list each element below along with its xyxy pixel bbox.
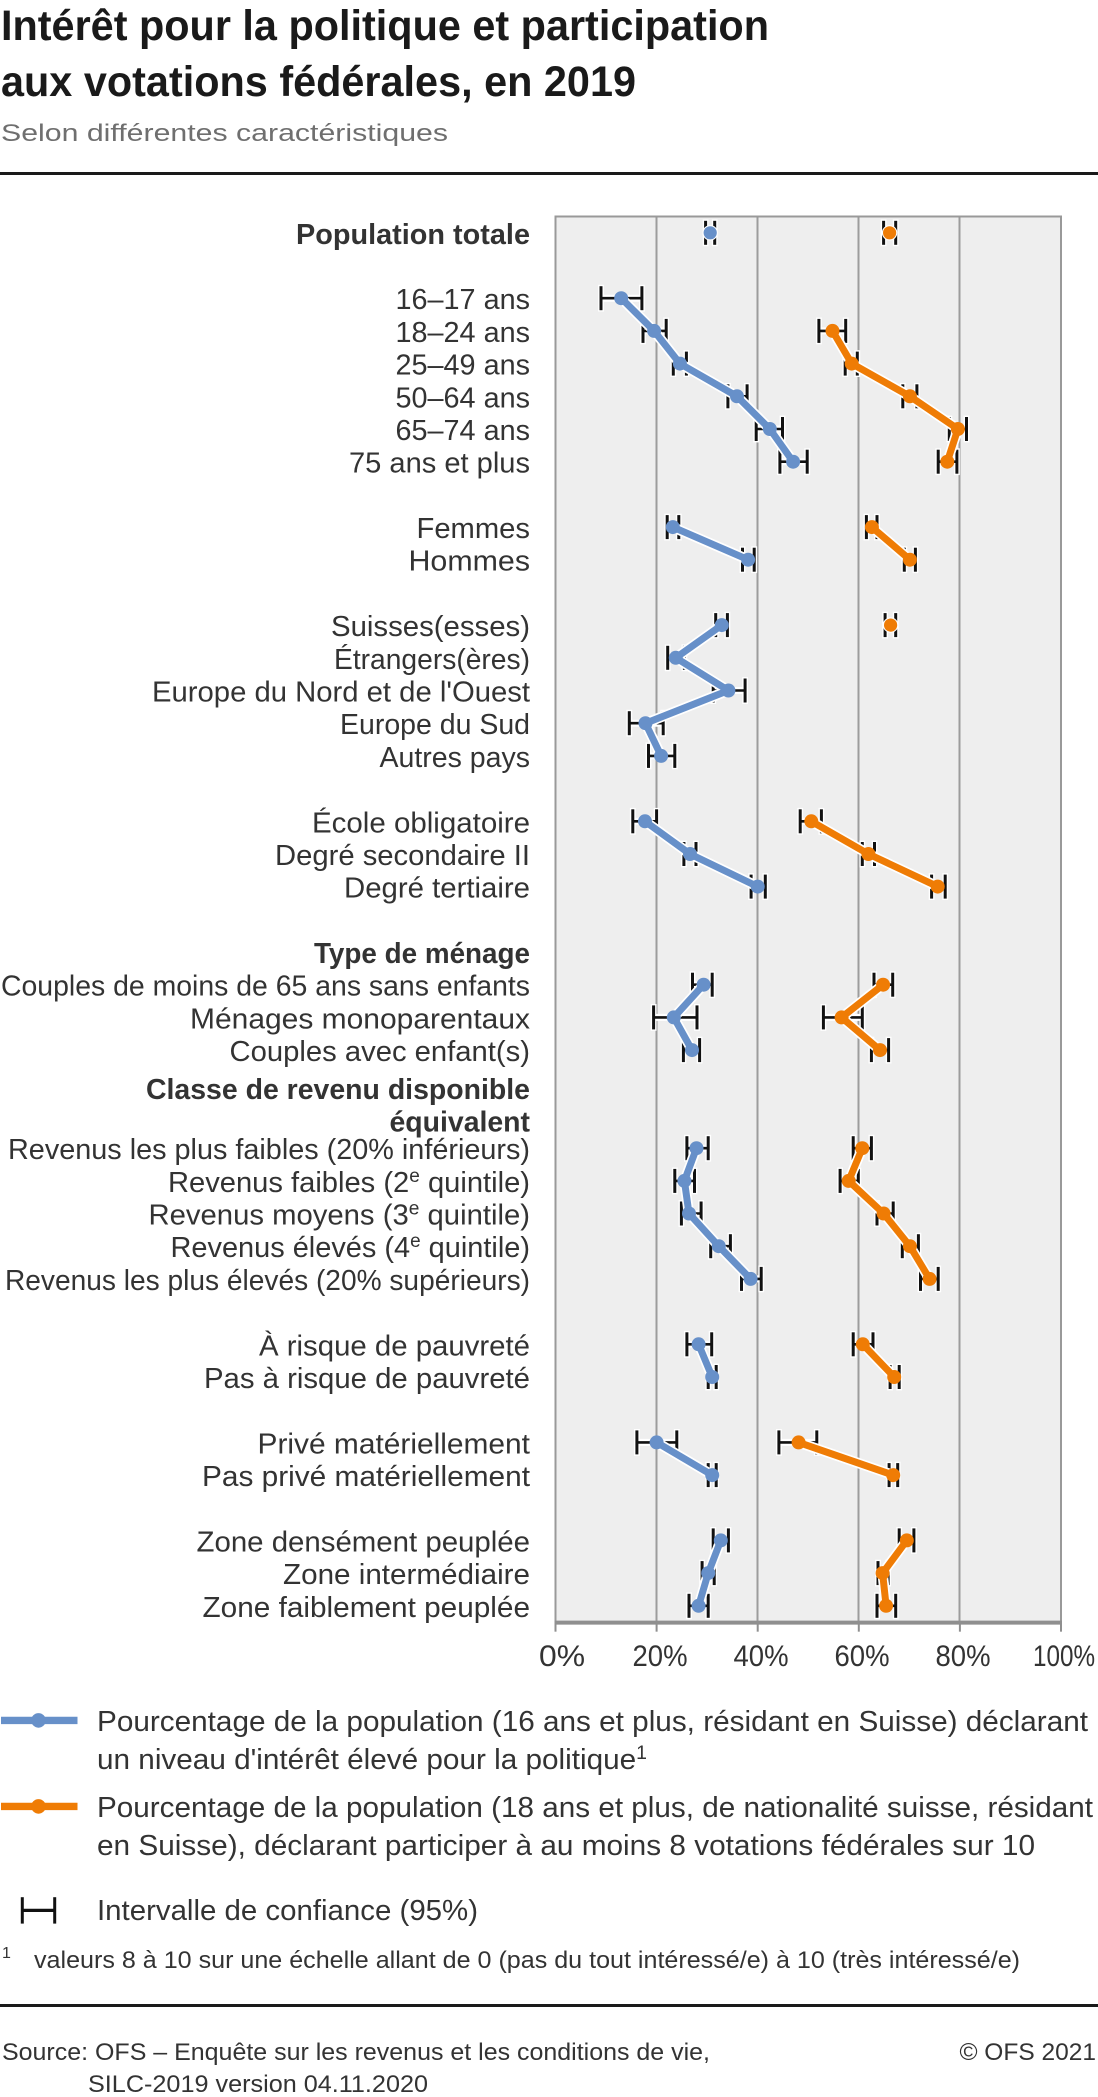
svg-text:Selon différentes caractéristi: Selon différentes caractéristiques	[1, 120, 448, 147]
svg-text:un niveau d'intérêt élevé pour: un niveau d'intérêt élevé pour la politi…	[97, 1743, 647, 1776]
svg-text:Europe du Sud: Europe du Sud	[340, 709, 530, 741]
svg-text:en Suisse), déclarant particip: en Suisse), déclarant participer à au mo…	[97, 1830, 1035, 1862]
svg-text:Hommes: Hommes	[409, 546, 531, 578]
svg-text:valeurs 8 à 10 sur une échelle: valeurs 8 à 10 sur une échelle allant de…	[34, 1947, 1020, 1974]
svg-text:16–17 ans: 16–17 ans	[396, 284, 531, 316]
svg-text:Revenus moyens (3e quintile): Revenus moyens (3 e quintile)	[149, 1199, 531, 1232]
svg-text:60%: 60%	[835, 1640, 890, 1673]
svg-text:Classe de revenu disponible: Classe de revenu disponible	[146, 1074, 530, 1106]
svg-text:Femmes: Femmes	[417, 513, 531, 545]
svg-text:À risque de pauvreté: À risque de pauvreté	[259, 1329, 530, 1362]
svg-text:Privé matériellement: Privé matériellement	[258, 1428, 531, 1460]
svg-text:Revenus faibles (2e quintile): Revenus faibles (2e quintile)	[168, 1166, 530, 1199]
svg-text:Intérêt pour la politique et p: Intérêt pour la politique et participati…	[1, 2, 769, 50]
svg-text:Étrangers(ères): Étrangers(ères)	[334, 643, 530, 676]
svg-text:Pourcentage de la population (: Pourcentage de la population (16 ans et …	[97, 1706, 1088, 1738]
svg-text:Europe du Nord et de l'Ouest: Europe du Nord et de l'Ouest	[152, 677, 530, 709]
svg-text:Type de ménage: Type de ménage	[314, 938, 530, 970]
svg-text:Degré tertiaire: Degré tertiaire	[344, 873, 530, 905]
svg-text:aux votations fédérales, en 20: aux votations fédérales, en 2019	[1, 58, 636, 106]
svg-text:Zone densément peuplée: Zone densément peuplée	[197, 1526, 531, 1558]
svg-text:Pas privé matériellement: Pas privé matériellement	[202, 1461, 530, 1493]
svg-text:Population totale: Population totale	[296, 219, 530, 251]
svg-text:50–64 ans: 50–64 ans	[396, 382, 531, 414]
svg-text:Couples avec enfant(s): Couples avec enfant(s)	[230, 1036, 531, 1068]
svg-text:Suisses(esses): Suisses(esses)	[331, 611, 530, 643]
svg-text:Revenus élevés (4e quintile): Revenus élevés (4e quintile)	[171, 1231, 531, 1264]
svg-text:Couples de moins de 65 ans san: Couples de moins de 65 ans sans enfants	[1, 971, 530, 1003]
svg-text:équivalent: équivalent	[390, 1107, 531, 1139]
svg-text:Degré secondaire II: Degré secondaire II	[275, 840, 530, 872]
svg-text:1: 1	[2, 1945, 11, 1962]
svg-text:SILC-2019 version 04.11.2020: SILC-2019 version 04.11.2020	[88, 2071, 428, 2097]
svg-text:Zone intermédiaire: Zone intermédiaire	[283, 1559, 530, 1591]
svg-text:École obligatoire: École obligatoire	[312, 806, 530, 839]
svg-text:Source: OFS – Enquête sur les: Source: OFS – Enquête sur les revenus et…	[2, 2039, 710, 2066]
svg-text:40%: 40%	[734, 1640, 789, 1673]
svg-text:Intervalle de confiance (95%): Intervalle de confiance (95%)	[97, 1895, 478, 1927]
svg-text:Pas à risque de pauvreté: Pas à risque de pauvreté	[204, 1363, 530, 1395]
svg-text:Zone faiblement peuplée: Zone faiblement peuplée	[203, 1592, 531, 1624]
svg-text:Ménages monoparentaux: Ménages monoparentaux	[190, 1003, 531, 1035]
svg-text:Pourcentage de la population (: Pourcentage de la population (18 ans et …	[97, 1792, 1093, 1824]
svg-text:20%: 20%	[633, 1640, 688, 1673]
svg-text:18–24 ans: 18–24 ans	[396, 317, 531, 349]
svg-text:75 ans et plus: 75 ans et plus	[349, 448, 530, 480]
svg-text:© OFS 2021: © OFS 2021	[959, 2039, 1096, 2066]
svg-text:Autres pays: Autres pays	[380, 742, 531, 774]
svg-text:25–49 ans: 25–49 ans	[396, 350, 531, 382]
svg-text:100%: 100%	[1033, 1640, 1095, 1673]
svg-text:Revenus les plus faibles (20%: Revenus les plus faibles (20% inférieurs…	[8, 1134, 530, 1166]
svg-text:80%: 80%	[936, 1640, 991, 1673]
svg-text:Revenus les plus élevés (20% s: Revenus les plus élevés (20% supérieurs)	[5, 1265, 530, 1297]
svg-text:65–74 ans: 65–74 ans	[396, 415, 531, 447]
svg-text:0%: 0%	[539, 1640, 585, 1673]
